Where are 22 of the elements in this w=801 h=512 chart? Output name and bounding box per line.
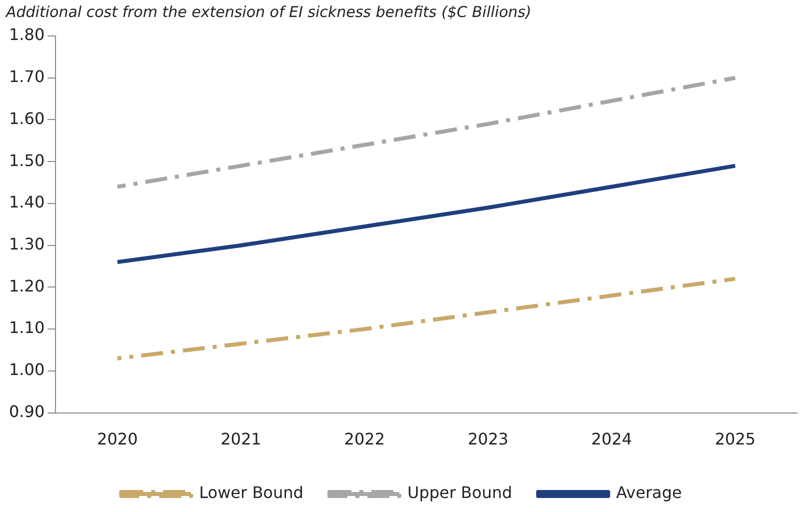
y-tick-label: 1.70 bbox=[9, 67, 45, 86]
y-tick-label: 1.10 bbox=[9, 318, 45, 338]
y-tick-label: 1.20 bbox=[9, 276, 45, 296]
y-tick-label: 1.40 bbox=[9, 192, 45, 212]
y-tick-label: 1.50 bbox=[9, 150, 45, 170]
x-tick-label: 2022 bbox=[344, 430, 385, 449]
chart-title: Additional cost from the extension of EI sickness benefits ($C Billions) bbox=[5, 2, 532, 21]
x-tick-label: 2023 bbox=[468, 430, 508, 449]
legend-label: Lower Bound bbox=[199, 483, 304, 502]
legend-label: Average bbox=[616, 483, 682, 502]
y-tick-label: 1.00 bbox=[9, 360, 45, 380]
legend-label: Upper Bound bbox=[407, 483, 512, 502]
x-tick-label: 2020 bbox=[97, 430, 138, 449]
y-tick-label: 1.80 bbox=[9, 25, 45, 44]
y-tick-label: 1.30 bbox=[9, 234, 45, 254]
y-tick-label: 0.90 bbox=[9, 402, 45, 421]
y-tick-label: 1.60 bbox=[9, 108, 45, 128]
x-tick-label: 2021 bbox=[220, 430, 262, 449]
x-tick-label: 2024 bbox=[591, 430, 632, 449]
line-series bbox=[115, 276, 738, 360]
x-tick-label: 2025 bbox=[714, 430, 756, 449]
line-series bbox=[115, 76, 738, 189]
